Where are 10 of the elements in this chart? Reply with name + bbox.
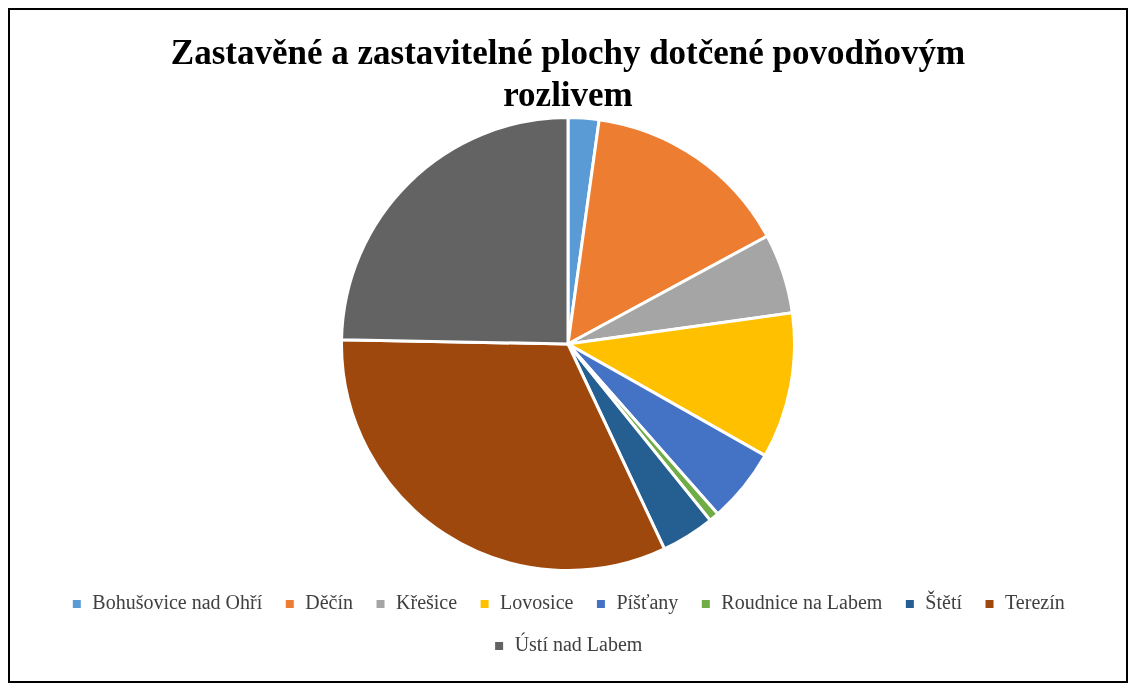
legend-label: Terezín <box>1005 591 1065 614</box>
legend-label: Píšťany <box>616 591 679 615</box>
legend-label: Štětí <box>925 590 963 614</box>
chart-title: Zastavěné a zastavitelné plochy dotčené povodňovým rozlivem <box>169 32 967 116</box>
legend-label: Bohušovice nad Ohří <box>92 591 263 614</box>
legend-label: Ústí nad Labem <box>514 632 643 656</box>
legend-label: Roudnice na Labem <box>721 591 883 614</box>
legend-label: Lovosice <box>500 591 574 614</box>
legend-label: Křešice <box>396 591 458 614</box>
legend-label: Děčín <box>305 591 354 614</box>
